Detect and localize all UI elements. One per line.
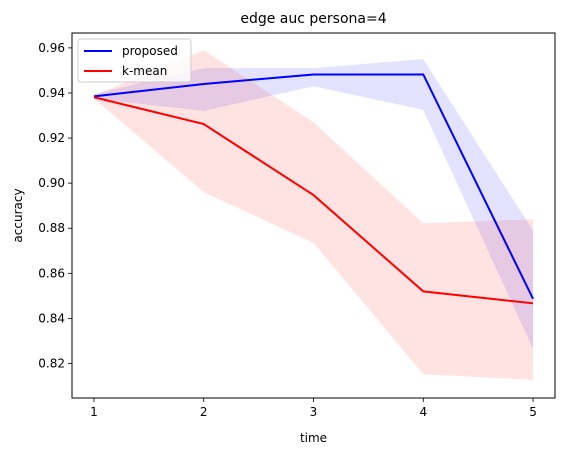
y-tick-label: 0.84 xyxy=(38,311,65,325)
x-tick-label: 2 xyxy=(200,405,208,419)
y-tick-label: 0.92 xyxy=(38,131,65,145)
y-tick-label: 0.94 xyxy=(38,86,65,100)
y-tick-label: 0.90 xyxy=(38,176,65,190)
x-tick-label: 1 xyxy=(90,405,98,419)
band-k-mean xyxy=(93,50,534,380)
x-axis-ticks: 1 2 3 4 5 xyxy=(90,398,537,419)
x-tick-label: 5 xyxy=(529,405,537,419)
y-axis-ticks: 0.82 0.84 0.86 0.88 0.90 0.92 0.94 0.96 xyxy=(38,41,72,371)
confidence-bands xyxy=(93,50,534,380)
y-tick-label: 0.86 xyxy=(38,266,65,280)
legend-label-proposed: proposed xyxy=(122,44,178,58)
y-axis-label: accuracy xyxy=(11,188,25,242)
y-tick-label: 0.82 xyxy=(38,357,65,371)
legend: proposed k-mean xyxy=(77,38,192,83)
chart-title: edge auc persona=4 xyxy=(240,11,386,27)
series-line-proposed xyxy=(93,73,534,300)
x-tick-label: 4 xyxy=(419,405,427,419)
x-tick-label: 3 xyxy=(310,405,318,419)
series-lines xyxy=(93,73,534,305)
y-tick-label: 0.88 xyxy=(38,221,65,235)
legend-label-k-mean: k-mean xyxy=(122,64,167,78)
series-line-k-mean xyxy=(93,96,534,305)
band-proposed xyxy=(93,59,534,349)
x-axis-label: time xyxy=(300,431,327,445)
y-tick-label: 0.96 xyxy=(38,41,65,55)
